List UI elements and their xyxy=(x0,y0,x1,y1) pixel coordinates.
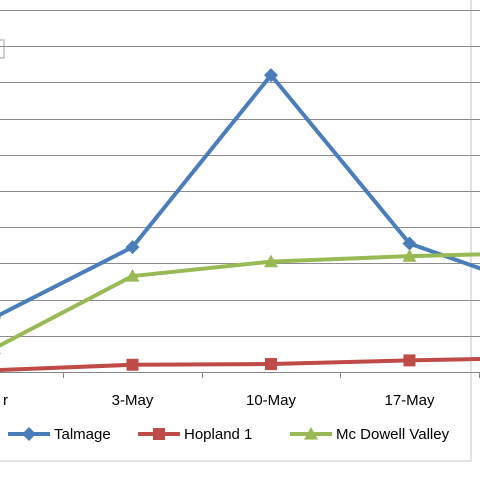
legend-entry: Mc Dowell Valley xyxy=(290,426,450,443)
data-point-marker xyxy=(402,249,417,262)
data-point-marker xyxy=(402,236,417,251)
legend-label: Hopland 1 xyxy=(184,426,252,443)
series-hopland-1 xyxy=(0,354,480,372)
data-point-marker xyxy=(126,358,139,371)
data-point-marker xyxy=(0,352,1,355)
legend-marker xyxy=(22,427,36,441)
series-mc-dowell-valley xyxy=(0,249,480,355)
data-point-marker xyxy=(125,269,140,282)
data-point-marker xyxy=(264,254,278,268)
x-tick-label: 17-May xyxy=(384,392,435,409)
data-point-marker xyxy=(264,68,278,83)
legend-entry: Talmage xyxy=(8,426,111,443)
clipped-axis-title-box xyxy=(0,39,5,59)
legend-marker xyxy=(153,428,165,440)
data-point-marker xyxy=(265,358,277,371)
legend-label: Mc Dowell Valley xyxy=(336,426,450,443)
series-line xyxy=(0,73,480,317)
x-tick-label: 10-May xyxy=(246,392,297,409)
legend-label: Talmage xyxy=(54,426,111,443)
data-point-marker xyxy=(125,240,140,255)
x-tick-label: r xyxy=(3,392,8,409)
data-point-marker xyxy=(403,354,416,367)
x-tick-label: 3-May xyxy=(112,392,154,409)
series-talmage xyxy=(0,68,480,319)
legend-entry: Hopland 1 xyxy=(138,426,252,443)
data-point-marker xyxy=(0,316,1,319)
chart-frame xyxy=(0,0,472,462)
legend-marker xyxy=(304,427,318,440)
